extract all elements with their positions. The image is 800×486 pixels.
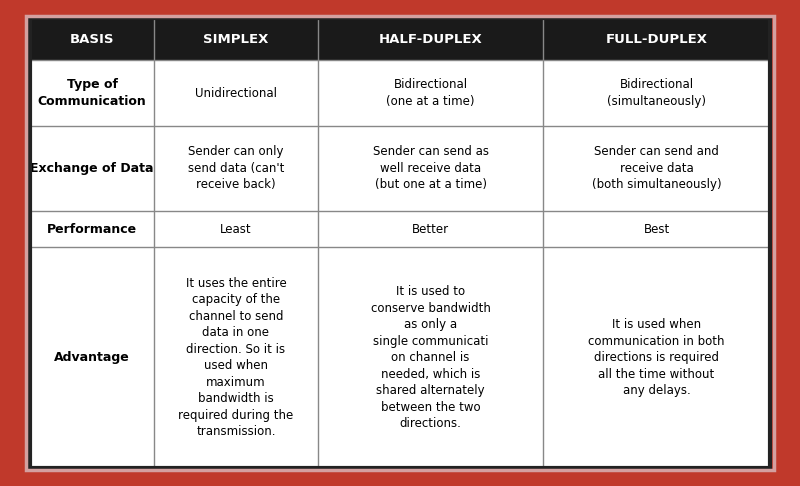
Text: It is used to
conserve bandwidth
as only a
single communicati
on channel is
need: It is used to conserve bandwidth as only… <box>370 285 490 430</box>
Text: Sender can send and
receive data
(both simultaneously): Sender can send and receive data (both s… <box>592 145 722 191</box>
Text: Sender can only
send data (can't
receive back): Sender can only send data (can't receive… <box>188 145 284 191</box>
Text: Bidirectional
(simultaneously): Bidirectional (simultaneously) <box>607 78 706 108</box>
Text: FULL-DUPLEX: FULL-DUPLEX <box>606 33 707 46</box>
Text: Performance: Performance <box>47 223 137 236</box>
Bar <box>30 18 770 60</box>
Text: Type of
Communication: Type of Communication <box>38 78 146 108</box>
Text: Bidirectional
(one at a time): Bidirectional (one at a time) <box>386 78 475 108</box>
Text: Exchange of Data: Exchange of Data <box>30 162 154 175</box>
Text: Least: Least <box>220 223 252 236</box>
Text: SIMPLEX: SIMPLEX <box>203 33 269 46</box>
Text: Unidirectional: Unidirectional <box>195 87 277 100</box>
Text: BASIS: BASIS <box>70 33 114 46</box>
Text: HALF-DUPLEX: HALF-DUPLEX <box>379 33 482 46</box>
Text: It is used when
communication in both
directions is required
all the time withou: It is used when communication in both di… <box>588 318 725 397</box>
Text: Best: Best <box>643 223 670 236</box>
Text: Advantage: Advantage <box>54 351 130 364</box>
Text: Sender can send as
well receive data
(but one at a time): Sender can send as well receive data (bu… <box>373 145 489 191</box>
Text: Better: Better <box>412 223 450 236</box>
Text: It uses the entire
capacity of the
channel to send
data in one
direction. So it : It uses the entire capacity of the chann… <box>178 277 294 438</box>
